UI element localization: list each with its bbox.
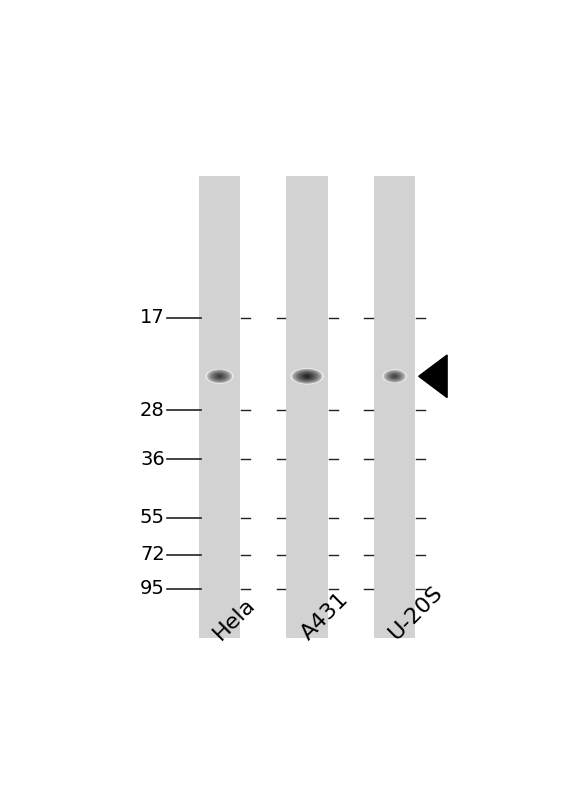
Ellipse shape	[302, 374, 312, 378]
Ellipse shape	[211, 372, 228, 381]
Ellipse shape	[393, 375, 397, 378]
Ellipse shape	[386, 372, 403, 381]
Text: 17: 17	[140, 308, 165, 327]
Text: 36: 36	[140, 450, 165, 469]
Polygon shape	[419, 355, 447, 398]
Ellipse shape	[210, 371, 229, 381]
Ellipse shape	[383, 370, 406, 382]
Ellipse shape	[209, 371, 230, 382]
Ellipse shape	[391, 374, 398, 378]
Ellipse shape	[218, 375, 221, 377]
Ellipse shape	[305, 375, 309, 377]
Text: 28: 28	[140, 401, 165, 420]
Ellipse shape	[213, 373, 226, 380]
Text: U-20S: U-20S	[385, 583, 446, 644]
Bar	[374, 176, 415, 638]
Ellipse shape	[303, 374, 311, 378]
Text: A431: A431	[297, 590, 352, 644]
Ellipse shape	[389, 373, 401, 379]
Ellipse shape	[299, 373, 315, 380]
Ellipse shape	[385, 371, 405, 382]
Ellipse shape	[216, 374, 223, 378]
Text: 95: 95	[140, 579, 165, 598]
Ellipse shape	[388, 373, 402, 380]
Ellipse shape	[207, 370, 232, 382]
Ellipse shape	[218, 375, 221, 378]
Ellipse shape	[298, 372, 316, 380]
Ellipse shape	[384, 370, 406, 382]
Ellipse shape	[301, 374, 313, 379]
Ellipse shape	[214, 374, 225, 379]
Ellipse shape	[216, 374, 223, 378]
Ellipse shape	[297, 371, 318, 382]
Ellipse shape	[214, 374, 225, 379]
Ellipse shape	[292, 369, 323, 384]
Ellipse shape	[385, 371, 404, 382]
Ellipse shape	[300, 373, 314, 379]
Ellipse shape	[215, 374, 224, 378]
Ellipse shape	[393, 375, 396, 377]
Ellipse shape	[208, 370, 231, 382]
Ellipse shape	[306, 376, 308, 377]
Ellipse shape	[303, 374, 311, 378]
Ellipse shape	[293, 370, 321, 383]
Ellipse shape	[206, 370, 233, 383]
Ellipse shape	[294, 370, 320, 382]
Ellipse shape	[295, 371, 319, 382]
Ellipse shape	[212, 373, 227, 380]
Ellipse shape	[392, 374, 398, 378]
Ellipse shape	[295, 370, 319, 382]
Ellipse shape	[390, 374, 399, 379]
Ellipse shape	[292, 370, 322, 383]
Ellipse shape	[305, 375, 310, 378]
Text: 55: 55	[140, 509, 165, 527]
Ellipse shape	[387, 372, 402, 380]
Ellipse shape	[392, 375, 397, 378]
Ellipse shape	[390, 374, 399, 378]
Ellipse shape	[208, 370, 231, 382]
Ellipse shape	[388, 373, 401, 380]
Text: 72: 72	[140, 546, 165, 565]
Ellipse shape	[211, 372, 228, 381]
Ellipse shape	[386, 371, 403, 381]
Ellipse shape	[297, 372, 317, 381]
Text: Hela: Hela	[210, 594, 259, 644]
Bar	[286, 176, 328, 638]
Bar	[199, 176, 240, 638]
